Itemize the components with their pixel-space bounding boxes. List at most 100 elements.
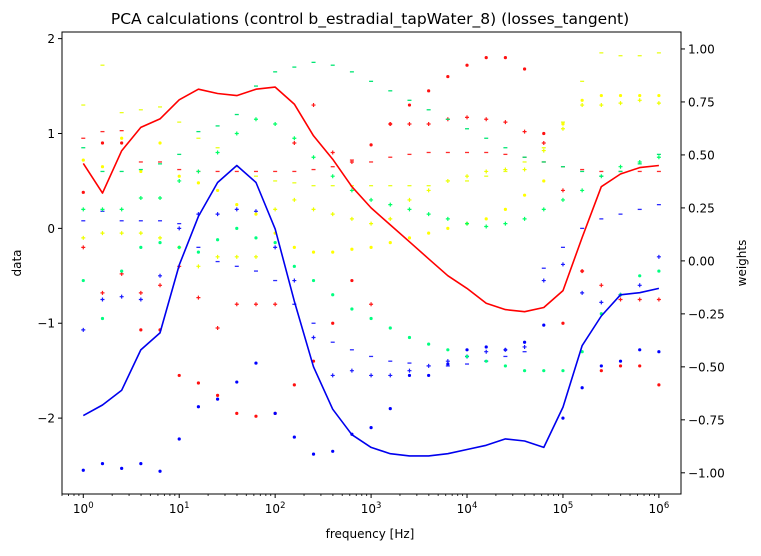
- data-point: [388, 202, 393, 207]
- data-point: [139, 245, 143, 249]
- data-point: [292, 245, 296, 249]
- data-point: [196, 405, 201, 409]
- data-point: [177, 437, 181, 441]
- data-point: [177, 178, 182, 183]
- data-point: [158, 283, 163, 288]
- data-point: [657, 93, 661, 98]
- data-point: [503, 347, 508, 352]
- data-point: [100, 290, 105, 295]
- y-tick-label: −1: [37, 317, 55, 331]
- data-point: [81, 190, 85, 194]
- data-point: [656, 101, 661, 106]
- data-point: [388, 407, 392, 411]
- data-point: [561, 122, 565, 126]
- data-point: [215, 212, 220, 217]
- data-point: [599, 283, 604, 288]
- data-point: [542, 131, 546, 136]
- data-point: [349, 188, 354, 193]
- y2-tick-label: −0.75: [688, 413, 725, 427]
- data-point: [350, 307, 354, 311]
- data-point: [388, 241, 392, 245]
- data-point: [81, 278, 85, 283]
- data-point: [311, 278, 316, 283]
- data-point: [292, 278, 297, 283]
- data-point: [234, 131, 239, 136]
- data-point: [253, 302, 258, 307]
- data-point: [580, 103, 585, 108]
- data-point: [638, 274, 642, 278]
- data-point: [407, 122, 412, 127]
- scatter-series-3: [81, 323, 661, 473]
- data-point: [158, 469, 162, 473]
- data-point: [465, 63, 469, 67]
- data-point: [522, 167, 527, 172]
- data-point: [254, 236, 258, 240]
- data-point: [407, 103, 412, 107]
- data-point: [158, 241, 162, 245]
- data-point: [522, 216, 527, 221]
- data-point: [560, 197, 565, 202]
- data-point: [503, 207, 507, 212]
- data-point: [407, 207, 412, 212]
- data-point: [139, 169, 143, 174]
- data-point: [427, 342, 431, 346]
- data-point: [119, 207, 124, 212]
- chart-title: PCA calculations (control b_estradial_ta…: [111, 10, 629, 29]
- data-point: [331, 250, 335, 254]
- data-point: [330, 373, 335, 378]
- data-point: [638, 93, 642, 98]
- data-point: [100, 462, 105, 466]
- data-point: [656, 155, 661, 160]
- data-point: [446, 226, 450, 230]
- data-point: [465, 174, 470, 179]
- data-point: [638, 348, 642, 352]
- data-point: [657, 350, 661, 354]
- data-point: [388, 373, 393, 378]
- data-point: [522, 129, 527, 134]
- data-point: [369, 197, 374, 202]
- data-point: [350, 278, 354, 283]
- data-point: [656, 297, 661, 302]
- data-point: [273, 245, 278, 250]
- data-point: [599, 364, 603, 368]
- data-point: [580, 350, 584, 354]
- data-point: [254, 212, 258, 216]
- data-point: [522, 67, 527, 71]
- data-point: [215, 254, 220, 259]
- data-point: [503, 56, 507, 60]
- data-point: [637, 297, 642, 302]
- data-point: [119, 294, 124, 299]
- data-point: [292, 140, 297, 145]
- data-point: [580, 269, 585, 274]
- data-point: [311, 452, 316, 456]
- data-point: [215, 188, 220, 193]
- data-point: [215, 397, 220, 401]
- data-point: [196, 381, 201, 385]
- data-point: [234, 254, 239, 259]
- y2-tick-label: 0.75: [688, 95, 715, 109]
- data-point: [580, 386, 584, 390]
- data-point: [120, 136, 124, 140]
- data-point: [158, 273, 163, 278]
- data-point: [292, 435, 296, 439]
- data-point: [637, 283, 642, 288]
- y2-tick-label: 0.00: [688, 254, 715, 268]
- data-point: [139, 328, 143, 332]
- data-point: [465, 221, 470, 226]
- data-point: [100, 297, 105, 302]
- data-point: [580, 290, 585, 295]
- data-point: [618, 297, 623, 302]
- data-point: [445, 216, 450, 221]
- data-point: [446, 348, 450, 352]
- data-point: [541, 140, 546, 145]
- data-point: [235, 380, 239, 384]
- data-point: [522, 340, 527, 344]
- data-point: [292, 383, 296, 387]
- data-point: [407, 373, 412, 378]
- data-point: [196, 169, 201, 174]
- data-point: [138, 290, 143, 295]
- weights-line-0: [82, 86, 659, 313]
- data-point: [484, 345, 488, 349]
- data-point: [503, 120, 508, 125]
